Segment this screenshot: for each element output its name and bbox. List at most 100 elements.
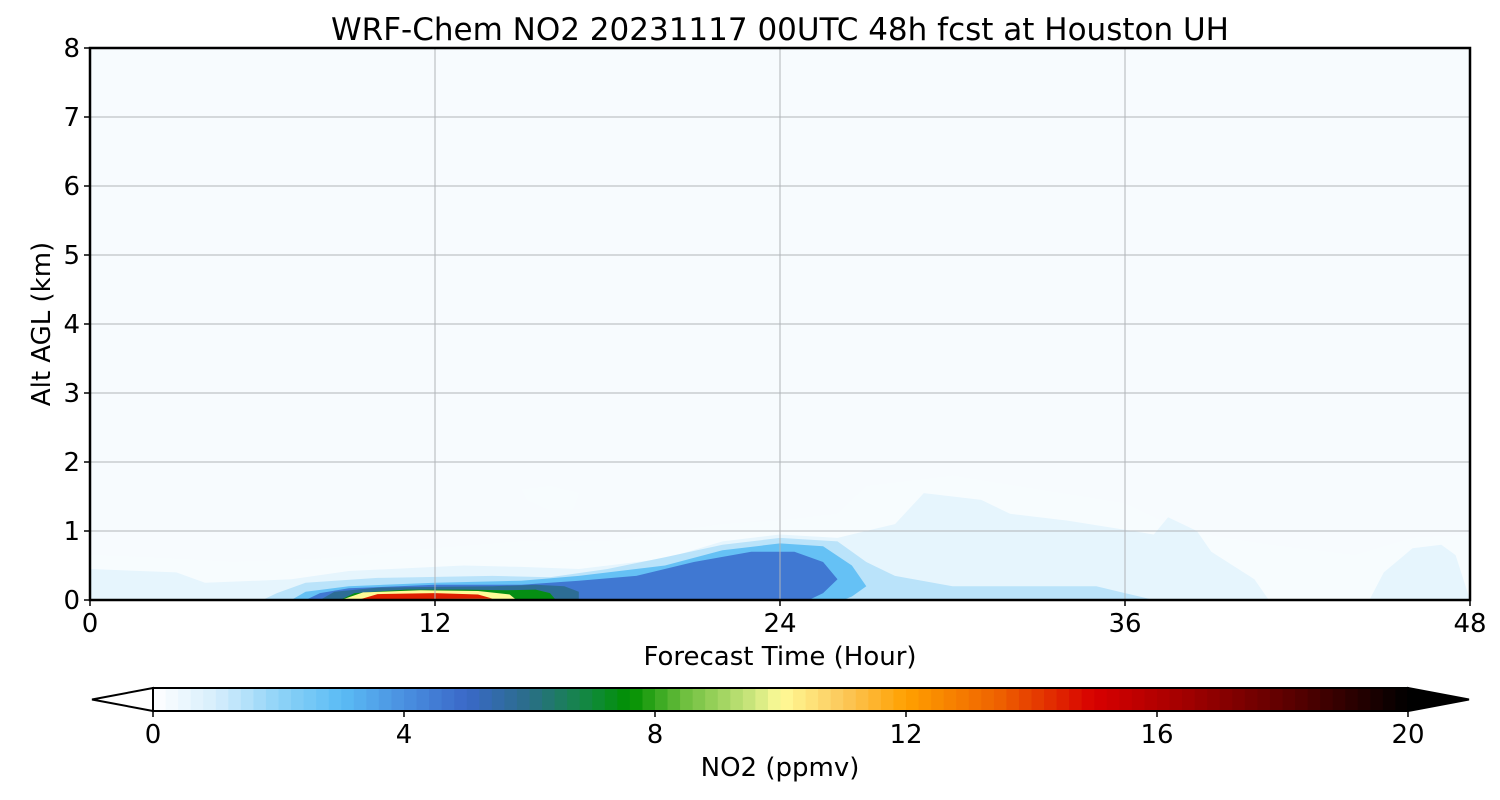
colorbar-cell xyxy=(818,688,832,711)
colorbar-cell xyxy=(429,688,443,711)
colorbar-tick-label: 4 xyxy=(396,720,413,750)
colorbar-cell xyxy=(629,688,644,711)
colorbar-cell xyxy=(943,688,957,711)
x-tick-label: 12 xyxy=(418,609,451,639)
colorbar-cell xyxy=(1244,688,1258,711)
y-tick-label: 2 xyxy=(63,448,80,478)
colorbar-cell xyxy=(655,688,669,711)
colorbar-cell xyxy=(240,688,254,711)
colorbar-cell xyxy=(830,688,844,711)
colorbar-cell xyxy=(542,688,556,711)
colorbar-cell xyxy=(378,688,393,711)
colorbar-cell xyxy=(366,688,380,711)
colorbar-cell xyxy=(178,688,192,711)
x-tick-label: 24 xyxy=(763,609,796,639)
colorbar-cell xyxy=(767,688,782,711)
y-tick-label: 4 xyxy=(63,310,80,340)
colorbar-cell xyxy=(567,688,581,711)
colorbar-cell xyxy=(253,688,267,711)
colorbar-tick-label: 0 xyxy=(145,720,162,750)
colorbar-cell xyxy=(680,688,694,711)
colorbar-cell xyxy=(1157,688,1171,711)
colorbar-cell xyxy=(153,688,167,711)
colorbar-cell xyxy=(404,688,418,711)
colorbar-cell xyxy=(1144,688,1158,711)
colorbar-cell xyxy=(529,688,543,711)
colorbar-cell xyxy=(479,688,493,711)
colorbar-cell xyxy=(1169,688,1183,711)
colorbar-cell xyxy=(993,688,1007,711)
colorbar-cell xyxy=(843,688,857,711)
colorbar-cell xyxy=(1131,688,1146,711)
colorbar-cell xyxy=(316,688,330,711)
colorbar-cell xyxy=(1044,688,1058,711)
colorbar-cell xyxy=(604,688,618,711)
y-tick-label: 5 xyxy=(63,241,80,271)
colorbar-cell xyxy=(617,688,631,711)
colorbar-cell xyxy=(855,688,869,711)
x-axis-label: Forecast Time (Hour) xyxy=(643,642,916,672)
colorbar-cell xyxy=(780,688,794,711)
colorbar-cell xyxy=(1320,688,1334,711)
colorbar-cell xyxy=(1232,688,1246,711)
colorbar-cell xyxy=(1106,688,1120,711)
colorbar-cell xyxy=(755,688,769,711)
colorbar-cells xyxy=(153,688,1409,711)
colorbar-cell xyxy=(1182,688,1196,711)
colorbar-cell xyxy=(165,688,179,711)
colorbar-cell xyxy=(717,688,731,711)
colorbar-cell xyxy=(1395,688,1409,711)
colorbar-cell xyxy=(1056,688,1070,711)
colorbar-cell xyxy=(1357,688,1371,711)
y-tick-label: 1 xyxy=(63,517,80,547)
colorbar-cell xyxy=(1094,688,1108,711)
y-tick-label: 8 xyxy=(63,34,80,64)
colorbar-cell xyxy=(265,688,280,711)
colorbar-low-extension xyxy=(91,686,154,713)
colorbar-cell xyxy=(454,688,468,711)
colorbar-cell xyxy=(278,688,292,711)
x-axis-ticks: 0 12 24 36 48 xyxy=(82,600,1487,639)
colorbar-cell xyxy=(341,688,355,711)
colorbar-tick-label: 20 xyxy=(1391,720,1424,750)
colorbar-cell xyxy=(215,688,229,711)
colorbar-cell xyxy=(918,688,932,711)
colorbar-cell xyxy=(705,688,719,711)
colorbar-frame xyxy=(152,687,1409,712)
colorbar-cell xyxy=(353,688,367,711)
colorbar-cell xyxy=(642,688,656,711)
colorbar-cell xyxy=(1207,688,1221,711)
y-axis-label: Alt AGL (km) xyxy=(27,242,57,406)
colorbar-cell xyxy=(1282,688,1296,711)
colorbar-cell xyxy=(793,688,807,711)
colorbar-cell xyxy=(868,688,882,711)
y-tick-label: 3 xyxy=(63,379,80,409)
colorbar: 0 4 8 12 16 20 NO2 (ppmv) xyxy=(91,686,1470,783)
colorbar-cell xyxy=(1269,688,1284,711)
colorbar-cell xyxy=(1119,688,1133,711)
colorbar-ticks: 0 4 8 12 16 20 xyxy=(145,711,1425,750)
colorbar-cell xyxy=(730,688,744,711)
y-tick-label: 7 xyxy=(63,103,80,133)
contour-region-1 xyxy=(521,486,579,511)
y-tick-label: 6 xyxy=(63,172,80,202)
colorbar-cell xyxy=(228,688,242,711)
colorbar-cell xyxy=(1069,688,1083,711)
colorbar-tick-label: 16 xyxy=(1140,720,1173,750)
colorbar-high-extension xyxy=(1407,686,1470,713)
colorbar-cell xyxy=(291,688,305,711)
colorbar-cell xyxy=(1295,688,1309,711)
colorbar-cell xyxy=(931,688,945,711)
colorbar-cell xyxy=(1257,688,1271,711)
colorbar-cell xyxy=(190,688,204,711)
colorbar-cell xyxy=(203,688,217,711)
x-tick-label: 0 xyxy=(82,609,99,639)
colorbar-cell xyxy=(1345,688,1359,711)
colorbar-cell xyxy=(328,688,342,711)
colorbar-cell xyxy=(554,688,568,711)
colorbar-cell xyxy=(805,688,819,711)
y-tick-label: 0 xyxy=(63,586,80,616)
colorbar-cell xyxy=(504,688,518,711)
colorbar-cell xyxy=(1370,688,1384,711)
